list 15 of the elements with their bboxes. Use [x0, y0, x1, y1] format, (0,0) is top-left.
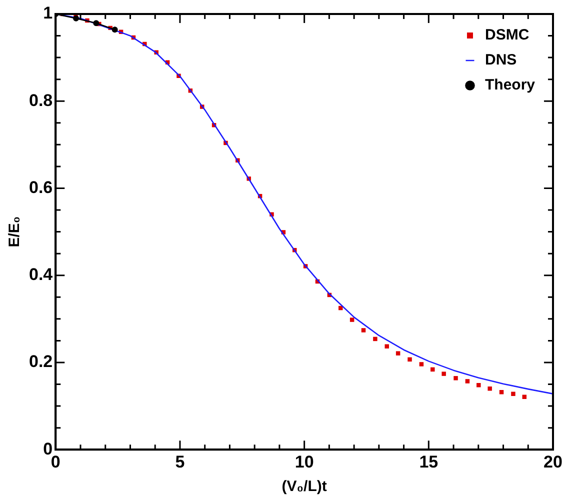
x-axis-title: (V₀/L)t: [282, 478, 327, 496]
x-tick-label: 10: [294, 452, 314, 472]
y-tick-label: 0.2: [28, 352, 53, 372]
y-tick-label: 0.8: [28, 90, 53, 110]
y-tick-label: 1: [43, 4, 53, 23]
y-tick-label: 0.6: [28, 178, 53, 197]
x-tick-label: 15: [419, 452, 438, 472]
legend-label: Theory: [484, 76, 536, 94]
legend-label: DSMC: [484, 26, 530, 44]
y-tick-label: 0: [43, 439, 53, 458]
x-tick-label: 5: [175, 452, 185, 472]
y-tick-label: 0.4: [28, 265, 54, 284]
legend-label: DNS: [484, 52, 517, 69]
x-tick-label: 20: [544, 452, 562, 472]
y-axis-title: E/E₀: [6, 216, 24, 248]
